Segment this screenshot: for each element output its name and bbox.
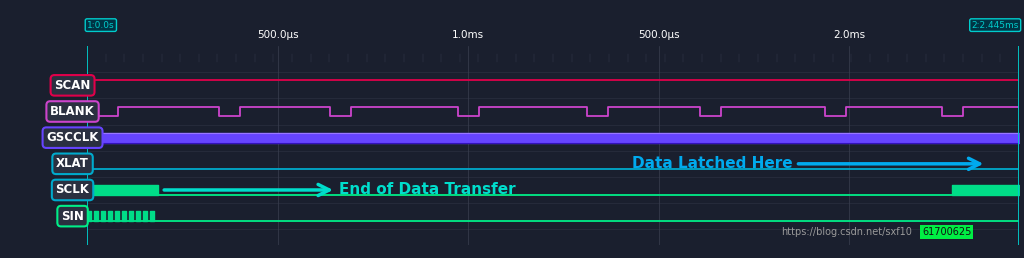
Text: SCLK: SCLK bbox=[55, 183, 89, 197]
Text: 2:2.445ms: 2:2.445ms bbox=[972, 21, 1019, 30]
Text: End of Data Transfer: End of Data Transfer bbox=[164, 182, 515, 197]
Text: 500.0μs: 500.0μs bbox=[638, 30, 680, 41]
Text: SCAN: SCAN bbox=[54, 79, 91, 92]
Text: GSCCLK: GSCCLK bbox=[46, 131, 98, 144]
Text: 61700625: 61700625 bbox=[922, 227, 972, 237]
Text: 1.0ms: 1.0ms bbox=[453, 30, 484, 41]
Text: 2.0ms: 2.0ms bbox=[834, 30, 865, 41]
Text: BLANK: BLANK bbox=[50, 105, 95, 118]
Text: Data Latched Here: Data Latched Here bbox=[632, 156, 980, 171]
Text: XLAT: XLAT bbox=[56, 157, 89, 170]
Text: 0.0s: 0.0s bbox=[87, 0, 108, 1]
Text: 500.0μs: 500.0μs bbox=[257, 30, 298, 41]
Text: https://blog.csdn.net/sxf10: https://blog.csdn.net/sxf10 bbox=[781, 227, 912, 237]
Text: 1:0.0s: 1:0.0s bbox=[87, 21, 115, 30]
Text: SIN: SIN bbox=[61, 210, 84, 223]
